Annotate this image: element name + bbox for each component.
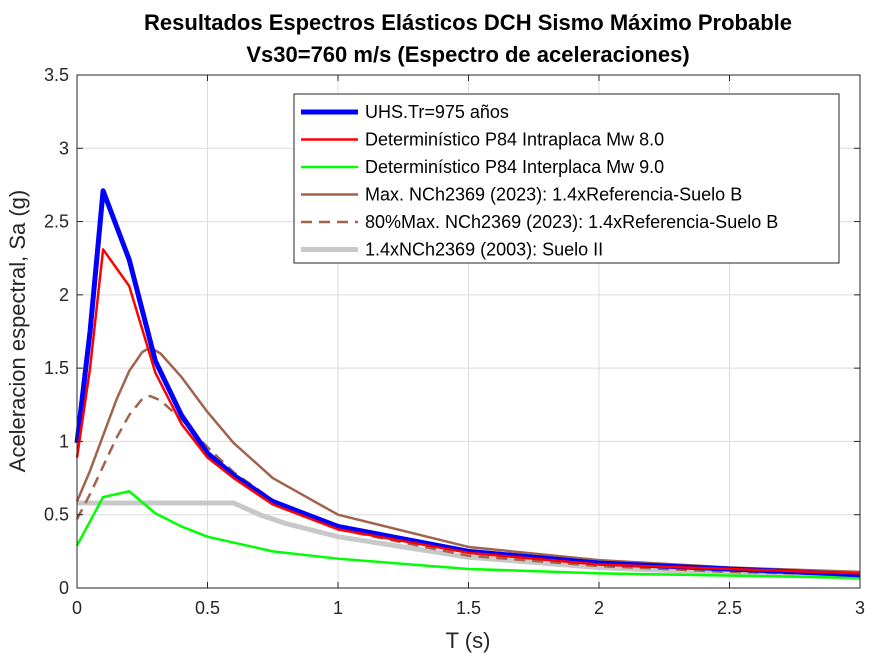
series-line-5 (77, 500, 861, 581)
x-axis-label: T (s) (446, 628, 491, 653)
y-tick-label: 1.5 (44, 358, 69, 378)
chart-title-line-1: Resultados Espectros Elásticos DCH Sismo… (144, 10, 792, 35)
y-axis-label: Aceleracion espectral, Sa (g) (5, 190, 30, 472)
legend-entry-5: 1.4xNCh2369 (2003): Suelo II (365, 240, 603, 260)
chart-title-line-2: Vs30=760 m/s (Espectro de aceleraciones) (246, 42, 689, 67)
y-tick-label: 1 (59, 431, 69, 451)
x-tick-label: 0.5 (195, 598, 220, 618)
x-tick-label: 1.5 (456, 598, 481, 618)
legend-entry-2: Determinístico P84 Interplaca Mw 9.0 (365, 157, 664, 177)
axis-ticks: 0 0.5 1 1.5 2 2.5 3 0 0.5 1 1.5 2 2.5 3 3.5 (44, 65, 865, 618)
x-tick-label: 0 (72, 598, 82, 618)
series-line-2 (75, 490, 861, 579)
legend-entry-3: Max. NCh2369 (2023): 1.4xReferencia-Suel… (365, 185, 742, 205)
y-tick-label: 3 (59, 138, 69, 158)
legend-box (293, 93, 840, 264)
y-tick-label: 3.5 (44, 65, 69, 85)
y-tick-label: 0 (59, 578, 69, 598)
x-tick-label: 1 (333, 598, 343, 618)
series-line-1 (75, 248, 861, 575)
y-tick-label: 0.5 (44, 505, 69, 525)
legend-entry-4: 80%Max. NCh2369 (2023): 1.4xReferencia-S… (365, 212, 778, 232)
y-tick-label: 2 (59, 285, 69, 305)
series-line-0 (74, 188, 861, 578)
x-tick-label: 2.5 (717, 598, 742, 618)
x-tick-label: 2 (594, 598, 604, 618)
legend-entry-1: Determinístico P84 Intraplaca Mw 8.0 (365, 130, 664, 150)
series-line-3 (75, 346, 861, 574)
series-layer (74, 188, 861, 581)
x-tick-label: 3 (855, 598, 865, 618)
legend: UHS.Tr=975 años Determinístico P84 Intrap… (293, 93, 840, 264)
legend-entry-0: UHS.Tr=975 años (365, 102, 509, 122)
y-tick-label: 2.5 (44, 212, 69, 232)
